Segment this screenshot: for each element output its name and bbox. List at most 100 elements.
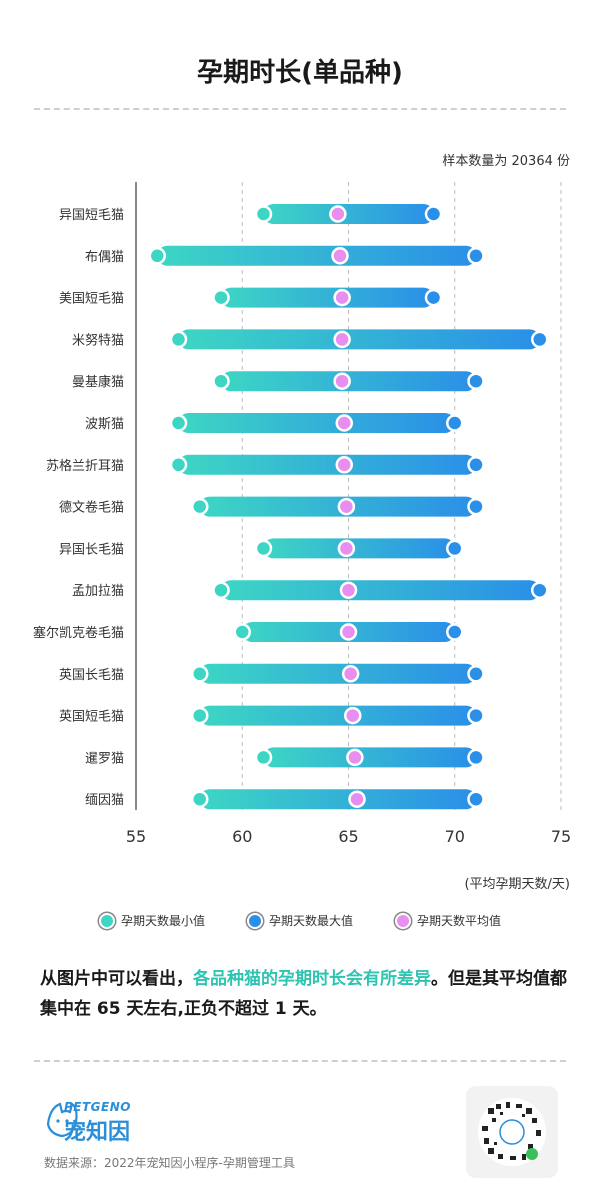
category-label: 异国长毛猫 [59,542,124,557]
category-label: 曼基康猫 [72,374,124,390]
qr-code-icon[interactable] [466,1086,558,1178]
x-tick-label: 65 [338,827,358,846]
avg-point [339,581,358,599]
min-point [169,456,188,474]
max-point [446,414,464,432]
data-source: 数据来源：2022年宠知因小程序-孕期管理工具 [44,1156,295,1170]
range-bar [157,245,476,266]
category-label: 苏格兰折耳猫 [46,458,124,474]
avg-point [333,372,351,390]
category-label: 英国长毛猫 [59,668,124,683]
legend-min-dot-icon [98,912,115,929]
min-point [148,247,166,265]
summary-highlight: 各品种猫的孕期时长会有所差异 [193,969,431,989]
min-point [212,372,230,390]
max-point [467,665,485,683]
avg-point [344,706,362,725]
category-label: 缅因猫 [85,793,124,808]
min-point [191,706,209,725]
min-point [169,414,188,432]
min-point [191,790,209,808]
max-point [467,748,485,767]
max-point [467,372,485,390]
category-label: 波斯猫 [85,417,124,432]
legend-max-dot-icon [246,912,263,929]
avg-point [348,790,366,808]
min-point [191,665,209,683]
x-tick-label: 55 [126,827,146,846]
brand-english: PETGENO [64,1100,131,1114]
summary-part2: 。但是其平均值都集中在 65 天左右,正负不超过 1 天。 [40,969,567,1019]
summary-part1: 从图片中可以看出， [40,969,193,989]
summary-text: 从图片中可以看出，各品种猫的孕期时长会有所差异。但是其平均值都集中在 65 天左… [40,964,570,1024]
avg-point [333,330,351,349]
category-label: 异国短毛猫 [59,208,124,223]
range-bar [199,705,476,726]
min-point [212,581,230,599]
range-bar [263,204,434,224]
max-point [467,790,485,808]
category-label: 美国短毛猫 [59,292,124,307]
legend-min-label: 孕期天数最小值 [120,914,205,928]
max-point [446,623,464,641]
max-point [424,205,443,223]
x-tick-label: 70 [445,827,465,846]
legend-avg-label: 孕期天数平均值 [417,914,502,928]
max-point [531,330,549,349]
range-bar [221,287,434,308]
x-tick-label: 60 [232,827,252,846]
avg-point [331,247,349,265]
avg-point [329,205,347,223]
legend-max-label: 孕期天数最大值 [268,914,353,928]
avg-point [337,539,356,558]
category-label: 暹罗猫 [85,751,124,766]
range-bar [263,747,476,768]
range-bar [178,329,540,350]
max-point [424,288,443,307]
min-point [212,288,230,307]
min-point [233,623,251,641]
avg-point [337,497,356,516]
avg-point [339,623,358,641]
top-divider [34,108,566,110]
avg-point [333,288,351,307]
range-chart: 55 60 65 70 75 异国短毛猫布偶猫美国短毛猫米努特猫曼基康猫波斯猫苏格兰折耳猫… [33,182,571,846]
brand-chinese: 宠知因 [64,1120,131,1145]
chart-title: 孕期时长(单品种) [197,58,403,88]
legend: 孕期天数最小值 孕期天数最大值 孕期天数平均值 [0,912,600,929]
avg-point [335,456,353,474]
max-point [467,456,485,474]
category-label: 孟加拉猫 [72,584,124,599]
legend-item-avg: 孕期天数平均值 [395,912,501,929]
bottom-divider [34,1060,566,1062]
max-point [467,706,485,725]
legend-item-min: 孕期天数最小值 [98,912,205,929]
range-bar [263,538,455,559]
range-bar [221,580,540,601]
range-bar [178,454,476,475]
x-axis-unit: (平均孕期天数/天) [464,877,570,892]
min-point [254,748,273,767]
category-label: 德文卷毛猫 [59,500,124,516]
min-point [169,330,188,349]
min-point [254,205,273,223]
max-point [531,581,549,599]
category-label: 英国短毛猫 [59,710,124,725]
range-bar [199,789,476,810]
min-point [254,539,273,558]
x-tick-label: 75 [551,827,571,846]
avg-point [346,748,364,767]
category-label: 塞尔凯克卷毛猫 [33,625,124,641]
max-point [467,497,485,516]
range-bar [178,413,455,433]
category-label: 布偶猫 [85,250,124,265]
avg-point [341,665,360,683]
avg-point [335,414,353,432]
max-point [467,247,485,265]
legend-avg-dot-icon [395,912,411,929]
range-bar [199,663,476,684]
cat-logo-icon [46,1102,78,1138]
category-label: 米努特猫 [72,333,124,348]
legend-item-max: 孕期天数最大值 [246,912,353,929]
sample-count: 样本数量为 20364 份 [442,154,570,169]
